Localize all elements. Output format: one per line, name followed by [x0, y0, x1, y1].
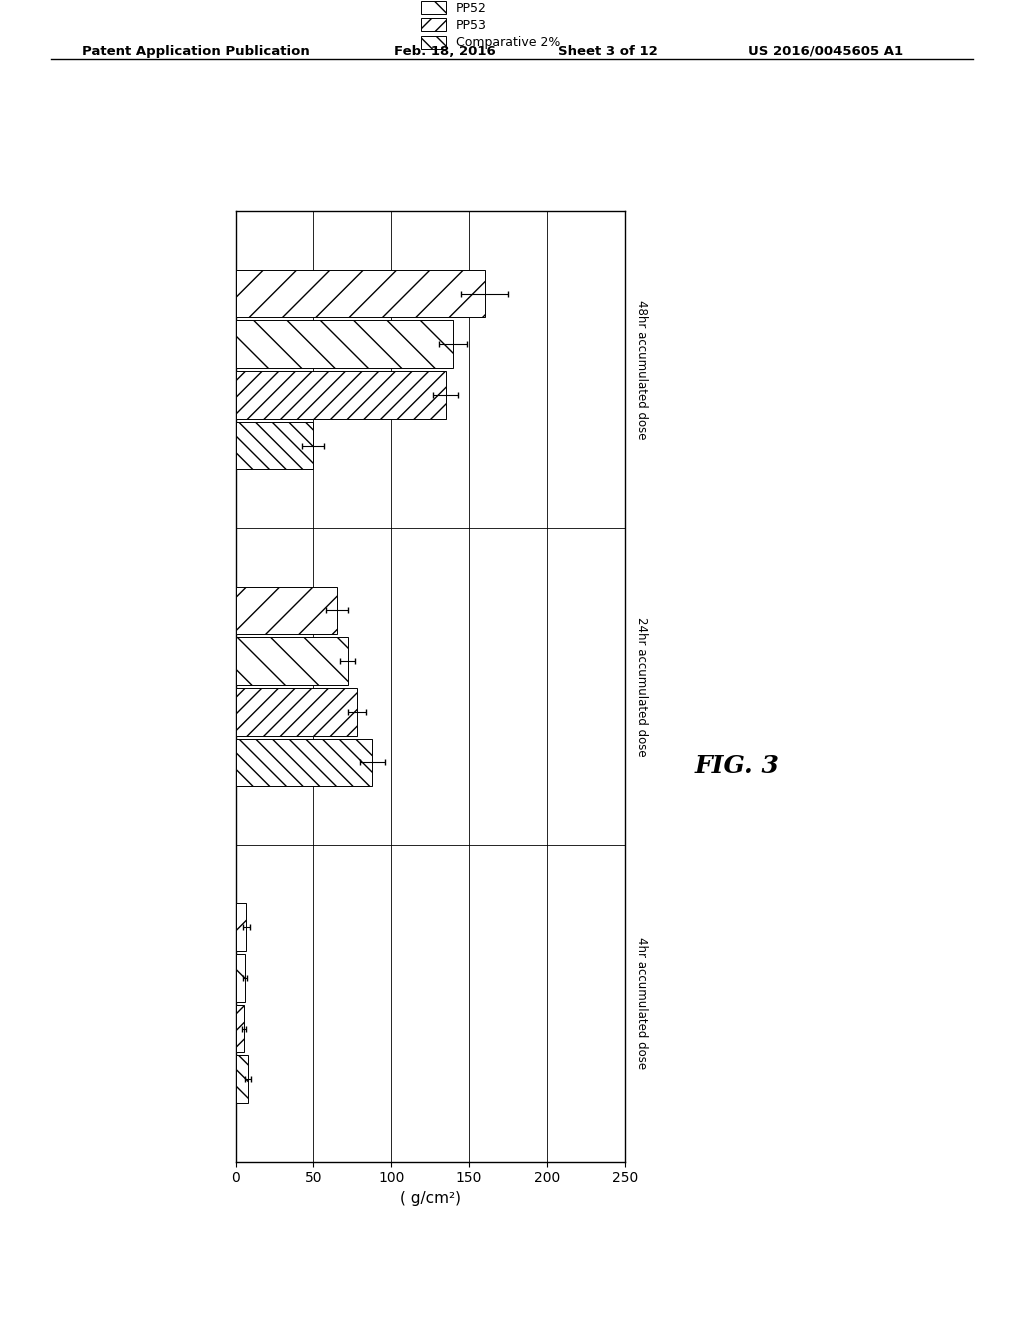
Text: FIG. 3: FIG. 3 — [695, 754, 779, 777]
Bar — [236, 422, 313, 470]
Text: 48hr accumulated dose: 48hr accumulated dose — [635, 300, 648, 440]
Bar — [236, 688, 357, 735]
Bar — [236, 321, 454, 368]
Bar — [236, 903, 247, 950]
X-axis label: ( g/cm²): ( g/cm²) — [399, 1191, 461, 1206]
Bar — [236, 371, 445, 418]
Bar — [236, 586, 337, 634]
Text: Feb. 18, 2016: Feb. 18, 2016 — [394, 45, 496, 58]
Text: 4hr accumulated dose: 4hr accumulated dose — [635, 937, 648, 1069]
Text: Sheet 3 of 12: Sheet 3 of 12 — [558, 45, 657, 58]
Bar — [236, 1056, 248, 1104]
Text: 24hr accumulated dose: 24hr accumulated dose — [635, 616, 648, 756]
Bar — [236, 1005, 244, 1052]
Bar — [236, 739, 373, 787]
Legend: PP51, PP52, PP53, Comparative 2%: PP51, PP52, PP53, Comparative 2% — [417, 0, 564, 53]
Bar — [236, 638, 347, 685]
Bar — [236, 269, 484, 317]
Bar — [236, 954, 245, 1002]
Text: US 2016/0045605 A1: US 2016/0045605 A1 — [748, 45, 902, 58]
Text: Patent Application Publication: Patent Application Publication — [82, 45, 309, 58]
